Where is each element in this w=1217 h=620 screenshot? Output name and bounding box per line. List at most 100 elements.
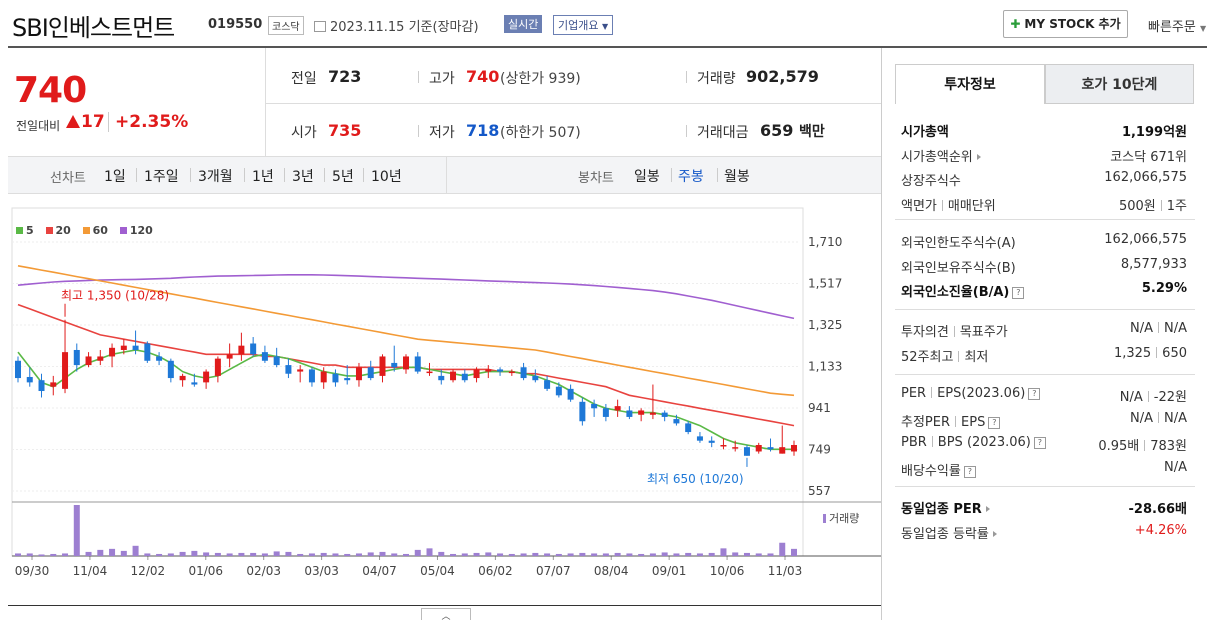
x-tick-label: 01/06 bbox=[188, 564, 223, 578]
add-mystock-button[interactable]: ✚ MY STOCK 추가 bbox=[1003, 10, 1128, 38]
line-period-1[interactable]: 1주일 bbox=[144, 169, 179, 185]
add-mystock-label: MY STOCK 추가 bbox=[1024, 17, 1121, 31]
candle-body bbox=[649, 412, 656, 415]
candle-body bbox=[50, 382, 57, 387]
candle-body bbox=[743, 447, 750, 456]
quick-order-button[interactable]: 빠른주문 ▼ bbox=[1148, 16, 1206, 35]
candle-body bbox=[544, 380, 551, 389]
candle-body bbox=[367, 367, 374, 379]
info-row: 액면가 매매단위 500원 1주 bbox=[901, 195, 1187, 214]
line-period-5[interactable]: 5년 bbox=[332, 169, 354, 185]
candle-body bbox=[179, 375, 186, 381]
info-value: N/A -22원 bbox=[1120, 386, 1187, 405]
quick-order-label: 빠른주문 bbox=[1148, 20, 1196, 35]
candle-period-1[interactable]: 주봉 bbox=[678, 169, 704, 185]
candle-body bbox=[403, 356, 409, 370]
info-value-text: 8,577,933 bbox=[1120, 256, 1187, 272]
candle-body bbox=[297, 369, 304, 372]
company-overview-label: 기업개요 bbox=[558, 19, 599, 32]
quote-row-divider bbox=[266, 103, 881, 104]
info-key-text: BPS (2023.06) bbox=[937, 435, 1031, 450]
volume-bar bbox=[285, 551, 292, 556]
expand-toggle[interactable]: ︿ bbox=[421, 608, 471, 620]
info-row[interactable]: 동일업종 등락률 +4.26% bbox=[901, 523, 1187, 542]
separator bbox=[686, 71, 687, 83]
candle-period-0[interactable]: 일봉 bbox=[634, 169, 660, 185]
line-period-4[interactable]: 3년 bbox=[292, 169, 314, 185]
caret-down-icon: ▼ bbox=[601, 22, 609, 31]
realtime-button[interactable]: 실시간 bbox=[504, 15, 543, 33]
help-icon[interactable]: ? bbox=[1033, 437, 1046, 449]
line-period-6[interactable]: 10년 bbox=[371, 169, 402, 185]
help-icon[interactable]: ? bbox=[963, 465, 976, 478]
info-key: PER EPS(2023.06)? bbox=[901, 386, 1041, 405]
upper-limit: (상한가 939) bbox=[500, 71, 581, 87]
change-value: 17 bbox=[66, 112, 105, 132]
candle-body bbox=[520, 367, 527, 379]
volume-bar bbox=[403, 553, 409, 556]
info-value-text: N/A bbox=[1130, 321, 1153, 336]
price-chart[interactable]: 1,710 1,517 1,325 1,133 941 749 557 09/30 11/04 1… bbox=[0, 0, 881, 605]
help-icon[interactable]: ? bbox=[988, 416, 1001, 429]
line-period-2[interactable]: 3개월 bbox=[198, 169, 233, 185]
info-value-text: 1주 bbox=[1166, 198, 1187, 214]
change-percent: +2.35% bbox=[108, 112, 188, 132]
chart-toolbar bbox=[8, 156, 881, 194]
volume-bar bbox=[273, 551, 280, 556]
volume-bar bbox=[367, 552, 374, 556]
volume-bar bbox=[62, 553, 69, 556]
line-period-0[interactable]: 1일 bbox=[104, 169, 126, 185]
info-value: -28.66배 bbox=[1129, 498, 1187, 517]
candle-period-2[interactable]: 월봉 bbox=[724, 169, 750, 185]
volume-bar bbox=[179, 551, 186, 556]
separator bbox=[717, 168, 718, 182]
info-value-text: -28.66배 bbox=[1128, 502, 1187, 517]
info-key: 외국인한도주식수(A) bbox=[901, 232, 1016, 251]
info-row[interactable]: 시가총액순위 코스닥 671위 bbox=[901, 146, 1187, 165]
separator bbox=[1158, 322, 1159, 333]
info-row[interactable]: 동일업종 PER -28.66배 bbox=[901, 498, 1187, 517]
candle-body bbox=[602, 408, 609, 417]
info-row: 외국인소진율(B/A)? 5.29% bbox=[901, 281, 1187, 300]
separator bbox=[418, 125, 419, 137]
stock-code: 019550 bbox=[208, 17, 263, 32]
open-label: 시가 bbox=[291, 125, 317, 141]
x-tick-label: 09/01 bbox=[652, 564, 687, 578]
volume-bar bbox=[120, 550, 127, 556]
separator bbox=[671, 168, 672, 182]
separator bbox=[324, 168, 325, 182]
low-value: 718 bbox=[466, 121, 500, 140]
volume-bar bbox=[167, 553, 174, 556]
line-period-3[interactable]: 1년 bbox=[252, 169, 274, 185]
candle-body bbox=[685, 423, 692, 433]
help-icon[interactable]: ? bbox=[1028, 388, 1041, 400]
amount-number: 659 bbox=[760, 121, 794, 140]
info-key: 시가총액 bbox=[901, 121, 949, 140]
info-key-text: 시가총액순위 bbox=[901, 149, 973, 165]
candle-body bbox=[485, 369, 492, 372]
market-badge: 코스닥 bbox=[268, 16, 304, 35]
x-tick-label: 02/03 bbox=[246, 564, 281, 578]
tab-investment-info[interactable]: 투자정보 bbox=[895, 64, 1045, 104]
change-label: 전일대비 bbox=[16, 119, 61, 133]
candle-body bbox=[97, 356, 104, 361]
candle-body bbox=[120, 345, 127, 350]
info-key-text: 추정PER bbox=[901, 414, 951, 430]
stock-name: SBI인베스트먼트 bbox=[12, 14, 175, 42]
volume-bar bbox=[720, 548, 727, 556]
ma60-line bbox=[17, 265, 795, 397]
volume-bar bbox=[743, 552, 750, 556]
x-tick-label: 12/02 bbox=[131, 564, 166, 578]
candle-body bbox=[273, 356, 280, 366]
legend-label: 60 bbox=[92, 224, 108, 237]
tab-order-book[interactable]: 호가 10단계 bbox=[1045, 64, 1194, 104]
change-amount: 17 bbox=[81, 112, 105, 132]
y-tick-label: 941 bbox=[808, 401, 831, 415]
help-icon[interactable]: ? bbox=[1012, 287, 1025, 299]
separator bbox=[136, 168, 137, 182]
company-overview-button[interactable]: 기업개요 ▼ bbox=[553, 15, 614, 35]
volume-bar bbox=[191, 550, 198, 556]
volume-bar bbox=[779, 542, 786, 556]
info-divider bbox=[895, 309, 1195, 310]
legend-ma120: 120 bbox=[119, 224, 153, 237]
